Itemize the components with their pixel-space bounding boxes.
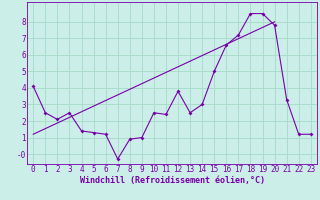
- X-axis label: Windchill (Refroidissement éolien,°C): Windchill (Refroidissement éolien,°C): [79, 176, 265, 185]
